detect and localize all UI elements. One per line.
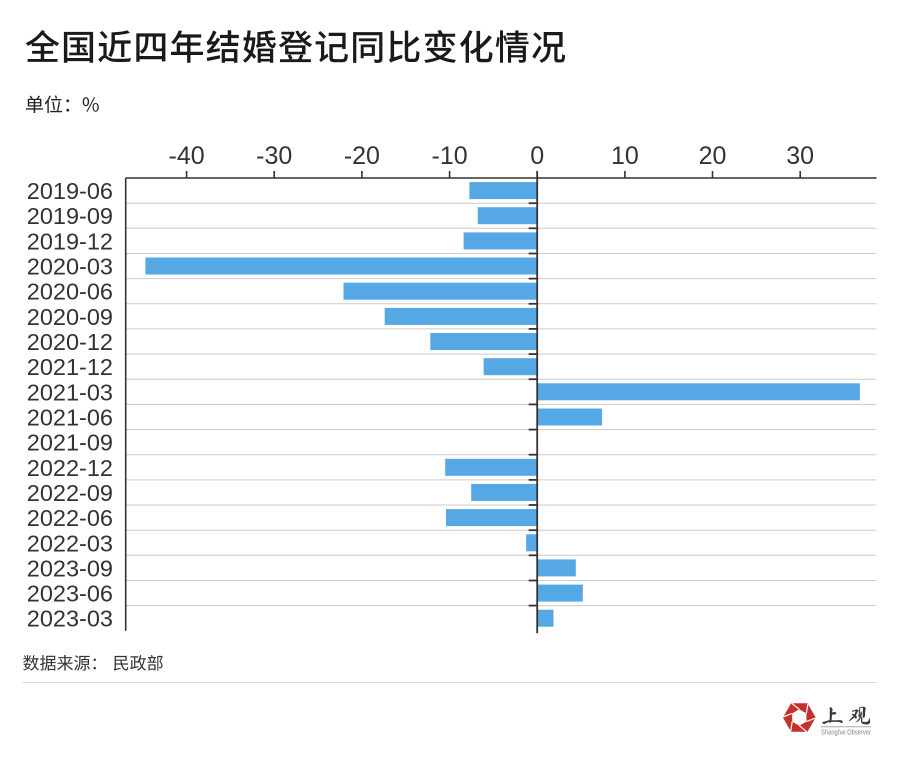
- svg-text:2022-09: 2022-09: [27, 480, 113, 506]
- svg-text:2020-06: 2020-06: [27, 279, 113, 305]
- svg-text:-20: -20: [344, 142, 380, 170]
- svg-text:2020-09: 2020-09: [27, 304, 113, 330]
- svg-text:-10: -10: [432, 142, 468, 170]
- svg-text:2019-09: 2019-09: [27, 203, 113, 229]
- svg-text:2021-09: 2021-09: [27, 430, 113, 456]
- svg-text:2021-06: 2021-06: [27, 405, 113, 431]
- svg-text:2022-03: 2022-03: [27, 530, 113, 556]
- svg-text:-40: -40: [169, 142, 205, 170]
- svg-text:-30: -30: [256, 142, 292, 170]
- svg-text:2019-06: 2019-06: [27, 178, 113, 204]
- svg-text:20: 20: [699, 142, 727, 170]
- svg-text:2023-03: 2023-03: [27, 606, 113, 632]
- svg-text:2021-12: 2021-12: [27, 354, 113, 380]
- svg-text:0: 0: [530, 142, 544, 170]
- svg-text:2020-03: 2020-03: [27, 254, 113, 280]
- svg-text:2022-06: 2022-06: [27, 505, 113, 531]
- svg-text:30: 30: [786, 142, 814, 170]
- svg-text:2020-12: 2020-12: [27, 329, 113, 355]
- svg-text:2023-09: 2023-09: [27, 555, 113, 581]
- svg-text:10: 10: [611, 142, 639, 170]
- svg-text:2021-03: 2021-03: [27, 379, 113, 405]
- svg-text:2022-12: 2022-12: [27, 455, 113, 481]
- svg-text:Shanghai Observer: Shanghai Observer: [821, 728, 871, 737]
- svg-text:2023-06: 2023-06: [27, 581, 113, 607]
- svg-text:2019-12: 2019-12: [27, 228, 113, 254]
